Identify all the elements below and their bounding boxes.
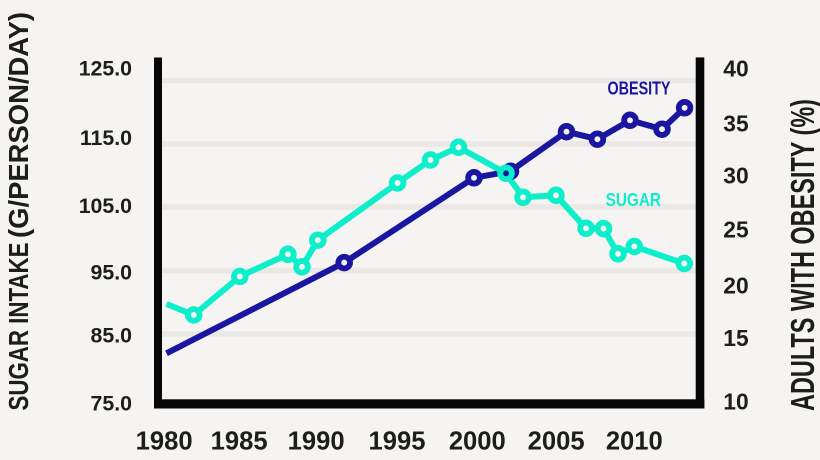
svg-text:40: 40 [723,56,748,82]
svg-text:2000: 2000 [449,428,506,456]
svg-text:1980: 1980 [136,428,193,456]
svg-text:35: 35 [723,111,749,137]
svg-text:105.0: 105.0 [79,194,132,218]
svg-text:15: 15 [723,325,749,351]
svg-text:10: 10 [723,389,748,415]
svg-text:1985: 1985 [211,428,268,456]
svg-text:2005: 2005 [528,428,585,456]
svg-text:2010: 2010 [606,428,663,456]
svg-text:OBESITY: OBESITY [608,78,671,99]
svg-text:25: 25 [723,216,749,242]
svg-text:85.0: 85.0 [91,324,132,348]
svg-text:20: 20 [723,273,748,299]
svg-text:SUGAR INTAKE: SUGAR INTAKE [3,243,34,411]
svg-text:1995: 1995 [369,428,426,456]
svg-text:ADULTS WITH OBESITY (%): ADULTS WITH OBESITY (%) [784,99,820,411]
svg-text:(G/PERSON/DAY): (G/PERSON/DAY) [3,12,34,238]
svg-text:30: 30 [723,163,748,189]
svg-text:95.0: 95.0 [91,261,132,285]
svg-text:125.0: 125.0 [79,57,132,81]
svg-text:1990: 1990 [288,428,345,456]
svg-text:SUGAR: SUGAR [606,189,662,210]
svg-text:115.0: 115.0 [80,126,132,150]
svg-text:75.0: 75.0 [91,391,132,415]
